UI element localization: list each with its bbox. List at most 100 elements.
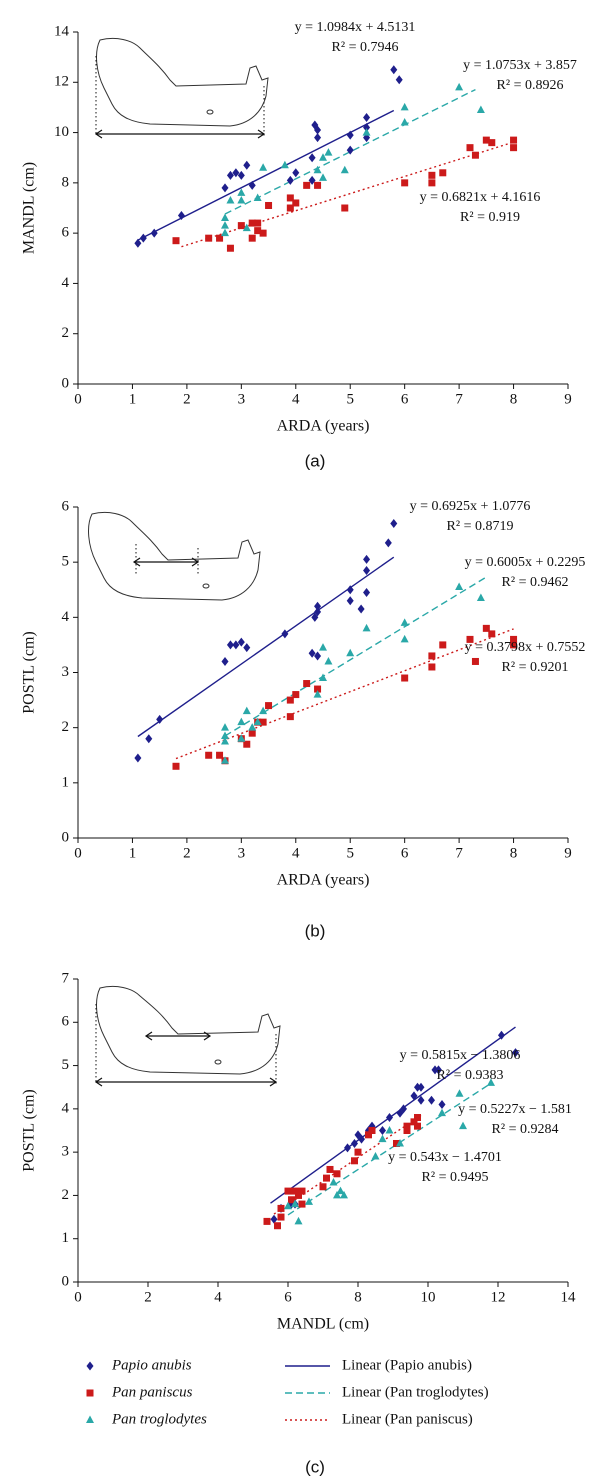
point — [439, 641, 447, 649]
point — [393, 1139, 400, 1147]
point — [237, 734, 246, 742]
point — [378, 1134, 387, 1143]
legend-label: Pan paniscus — [111, 1384, 193, 1400]
point — [274, 1222, 281, 1230]
point — [363, 565, 371, 575]
point — [340, 165, 349, 174]
point — [294, 1216, 303, 1225]
point — [488, 139, 496, 147]
point — [455, 82, 464, 91]
point — [410, 1118, 418, 1126]
point — [221, 656, 229, 666]
point — [134, 753, 142, 763]
legend-label: Pan troglodytes — [111, 1411, 207, 1427]
point — [242, 706, 251, 715]
point — [284, 1187, 292, 1195]
point — [286, 713, 294, 721]
point — [363, 112, 371, 122]
point — [396, 1138, 404, 1147]
y-tick-label: 5 — [62, 1057, 70, 1073]
point — [226, 640, 234, 650]
point — [401, 179, 409, 187]
point — [482, 136, 490, 144]
y-tick-label: 8 — [62, 174, 70, 190]
jaw-illustration-c — [94, 985, 281, 1087]
point — [291, 1187, 299, 1195]
r-squared: R² = 0.9201 — [502, 660, 569, 675]
x-tick-label: 8 — [510, 391, 518, 407]
point — [286, 194, 294, 202]
legend-label: Linear (Papio anubis) — [342, 1357, 472, 1373]
y-axis-label: POSTL (cm) — [21, 631, 38, 714]
point — [254, 219, 262, 227]
y-axis-label: POSTL (cm) — [21, 1089, 38, 1172]
point — [237, 222, 245, 230]
panel-label: (c) — [305, 1457, 325, 1476]
point — [259, 706, 268, 715]
point — [216, 751, 224, 759]
x-tick-label: 4 — [292, 391, 300, 407]
point — [459, 1121, 467, 1130]
point — [253, 193, 262, 201]
y-tick-label: 4 — [62, 275, 70, 291]
x-tick-label: 4 — [292, 845, 300, 861]
panel-label: (a) — [305, 451, 326, 470]
x-tick-label: 14 — [561, 1289, 577, 1305]
r-squared: R² = 0.9284 — [492, 1122, 559, 1137]
point — [288, 1196, 295, 1204]
trend-line — [224, 88, 476, 215]
point — [248, 723, 257, 731]
x-tick-label: 7 — [455, 845, 463, 861]
point — [455, 582, 464, 590]
panel-label: (b) — [305, 921, 326, 940]
point — [277, 1204, 285, 1212]
point — [263, 1217, 271, 1225]
point — [326, 1165, 334, 1173]
point — [243, 643, 251, 653]
point — [221, 221, 229, 229]
point — [308, 175, 316, 185]
point — [259, 229, 267, 237]
point — [254, 227, 262, 235]
r-squared: R² = 0.7946 — [332, 40, 399, 55]
point — [226, 195, 235, 204]
x-tick-label: 6 — [401, 391, 409, 407]
point — [319, 153, 327, 161]
point — [455, 1089, 464, 1097]
point — [177, 211, 185, 221]
point — [280, 160, 289, 169]
point — [400, 634, 409, 643]
x-tick-label: 2 — [183, 845, 191, 861]
point — [242, 223, 251, 232]
point — [221, 183, 229, 193]
point — [270, 1214, 278, 1224]
point — [340, 1190, 348, 1199]
point — [221, 756, 229, 764]
equation: y = 0.543x − 1.4701 — [388, 1150, 502, 1165]
equation: y = 1.0753x + 3.857 — [463, 58, 577, 73]
point — [384, 538, 392, 548]
point — [346, 596, 354, 606]
point — [363, 588, 371, 598]
point — [400, 618, 409, 626]
point — [221, 228, 229, 237]
point — [476, 105, 485, 113]
legend-label: Linear (Pan troglodytes) — [342, 1384, 489, 1400]
point — [314, 133, 322, 143]
point — [512, 1048, 519, 1058]
x-tick-label: 10 — [421, 1289, 436, 1305]
point — [286, 175, 294, 185]
point — [237, 195, 246, 204]
point — [324, 148, 333, 156]
y-tick-label: 0 — [62, 829, 70, 845]
point — [232, 168, 240, 178]
y-tick-label: 14 — [54, 23, 70, 39]
point — [438, 1108, 446, 1117]
y-tick-label: 6 — [62, 498, 70, 514]
point — [221, 213, 229, 222]
x-tick-label: 0 — [74, 845, 82, 861]
point — [226, 244, 234, 252]
point — [363, 554, 371, 564]
point — [362, 128, 371, 136]
